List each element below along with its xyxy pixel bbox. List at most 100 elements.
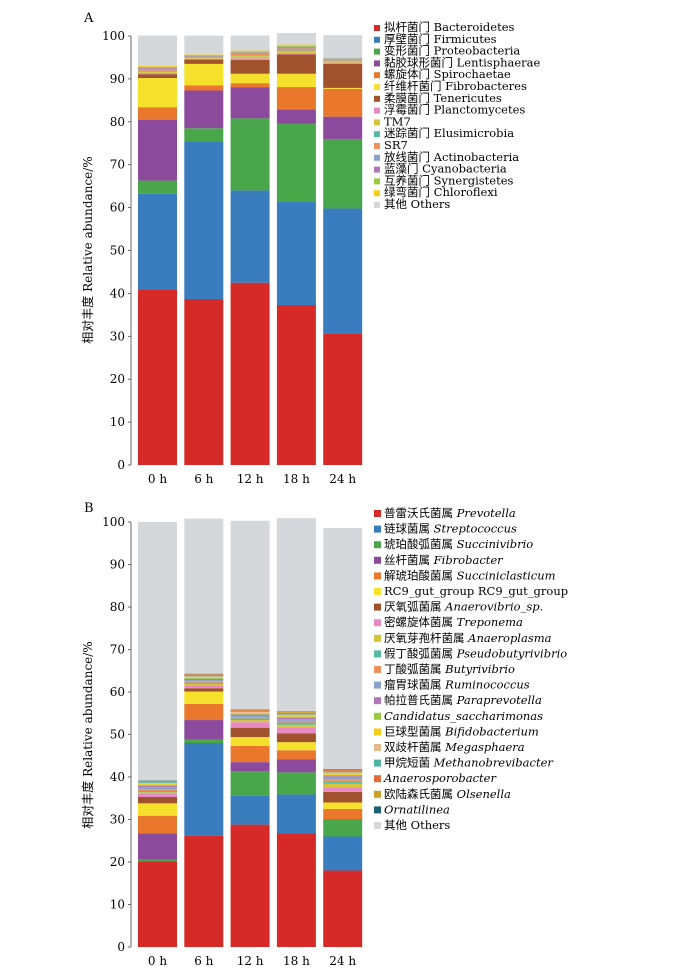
bar-segment bbox=[184, 677, 224, 679]
bar-segment bbox=[323, 60, 363, 63]
y-tick-label: 80 bbox=[110, 115, 125, 129]
bar-segment bbox=[138, 782, 177, 784]
bar-segment bbox=[276, 201, 316, 305]
bar-segment bbox=[138, 35, 177, 67]
x-tick-label: 0 h bbox=[148, 472, 167, 486]
legend-label: 浮霉菌门 Planctomycetes bbox=[384, 103, 525, 117]
bar-segment bbox=[323, 769, 363, 771]
bar-segment bbox=[230, 795, 270, 825]
y-tick-label: 30 bbox=[110, 813, 125, 827]
legend-label: SR7 bbox=[384, 138, 408, 152]
x-tick-label: 12 h bbox=[237, 472, 264, 486]
legend-label: 甲烷短菌 Methanobrevibacter bbox=[384, 756, 554, 770]
legend-label: 解琥珀酸菌属 Succiniclasticum bbox=[384, 568, 556, 582]
bar-segment bbox=[230, 714, 270, 716]
bar-segment bbox=[230, 73, 270, 84]
panel-label: B bbox=[84, 501, 94, 516]
x-tick-label: 12 h bbox=[237, 954, 264, 968]
y-tick-label: 50 bbox=[110, 728, 125, 742]
bar-segment bbox=[138, 289, 177, 465]
bar-segment bbox=[184, 35, 224, 55]
bar-segment bbox=[230, 711, 270, 712]
bar-segment bbox=[230, 718, 270, 721]
legend-swatch bbox=[374, 790, 381, 798]
bar-segment bbox=[276, 772, 316, 795]
bar-segment bbox=[184, 685, 224, 689]
bar-segment bbox=[276, 304, 316, 465]
legend-swatch bbox=[374, 666, 381, 673]
bar-segment bbox=[276, 714, 316, 716]
bar-segment bbox=[323, 527, 363, 769]
bar-segment bbox=[138, 66, 177, 68]
bar-segment bbox=[230, 520, 270, 710]
bar-segment bbox=[230, 52, 270, 55]
bar-segment bbox=[138, 74, 177, 79]
bar-segment bbox=[184, 676, 224, 678]
bar-segment bbox=[276, 123, 316, 202]
y-axis-label: 相对丰度 Relative abundance/% bbox=[80, 641, 95, 828]
legend-swatch bbox=[374, 572, 381, 580]
bar-segment bbox=[323, 770, 363, 772]
bar-segment bbox=[276, 715, 316, 717]
bar-segment bbox=[276, 794, 316, 834]
legend-swatch bbox=[374, 775, 381, 783]
bar-segment bbox=[230, 727, 270, 738]
bar-segment bbox=[138, 180, 177, 194]
legend-label: 普雷沃氏菌属 Prevotella bbox=[384, 506, 516, 520]
bar-segment bbox=[323, 773, 363, 775]
legend-label: 迷踪菌门 Elusimicrobia bbox=[384, 126, 514, 140]
bar-segment bbox=[184, 688, 224, 692]
legend-swatch bbox=[374, 143, 380, 149]
legend-swatch bbox=[374, 525, 381, 533]
legend-swatch bbox=[374, 166, 380, 173]
bar-segment bbox=[230, 711, 270, 713]
bar-segment bbox=[138, 793, 177, 797]
legend-label: 厚壁菌门 Firmicutes bbox=[384, 32, 497, 46]
legend-swatch bbox=[374, 190, 380, 197]
bar-segment bbox=[323, 776, 363, 778]
bar-segment bbox=[184, 835, 224, 947]
bar-segment bbox=[323, 59, 363, 61]
bar-segment bbox=[323, 58, 363, 60]
y-tick-label: 0 bbox=[117, 458, 125, 472]
legend-swatch bbox=[374, 806, 381, 814]
legend-label: 丁酸弧菌属 Butyrivibrio bbox=[384, 662, 515, 676]
bar-segment bbox=[323, 774, 363, 777]
bar-segment bbox=[138, 69, 177, 71]
bar-segment bbox=[276, 54, 316, 74]
x-tick-label: 6 h bbox=[194, 472, 213, 486]
y-tick-label: 10 bbox=[110, 415, 125, 429]
legend-label: 蓝藻门 Cyanobacteria bbox=[384, 162, 507, 176]
bar-segment bbox=[323, 779, 363, 782]
legend-label: 变形菌门 Proteobacteria bbox=[384, 44, 520, 58]
bar-segment bbox=[230, 710, 270, 712]
bar-segment bbox=[230, 762, 270, 772]
bar-segment bbox=[323, 787, 363, 792]
bar-segment bbox=[138, 193, 177, 290]
bar-segment bbox=[323, 772, 363, 774]
bar-segment bbox=[230, 118, 270, 191]
bar-segment bbox=[230, 51, 270, 53]
bar-segment bbox=[323, 63, 363, 88]
legend-swatch bbox=[374, 48, 380, 55]
legend-label: 欧陆森氏菌属 Olsenella bbox=[384, 787, 511, 801]
legend-swatch bbox=[374, 107, 380, 114]
legend-swatch bbox=[374, 822, 381, 829]
legend-label: 帕拉普氏菌属 Paraprevotella bbox=[384, 693, 542, 707]
legend-swatch bbox=[374, 25, 380, 31]
legend-swatch bbox=[374, 95, 380, 102]
bar-segment bbox=[323, 870, 363, 947]
bar-segment bbox=[323, 808, 363, 820]
y-tick-label: 40 bbox=[110, 770, 125, 784]
bar-segment bbox=[138, 68, 177, 70]
legend-swatch bbox=[374, 697, 381, 705]
bar-segment bbox=[276, 722, 316, 725]
legend-label: 丝杆菌属 Fibrobacter bbox=[384, 553, 504, 567]
legend-label: Anaerosporobacter bbox=[383, 771, 497, 785]
legend-swatch bbox=[374, 84, 380, 90]
legend-swatch bbox=[374, 712, 381, 720]
legend-swatch bbox=[374, 650, 381, 658]
legend-label: 密螺旋体菌属 Treponema bbox=[384, 615, 523, 629]
bar-segment bbox=[230, 713, 270, 715]
y-tick-label: 60 bbox=[110, 201, 125, 215]
